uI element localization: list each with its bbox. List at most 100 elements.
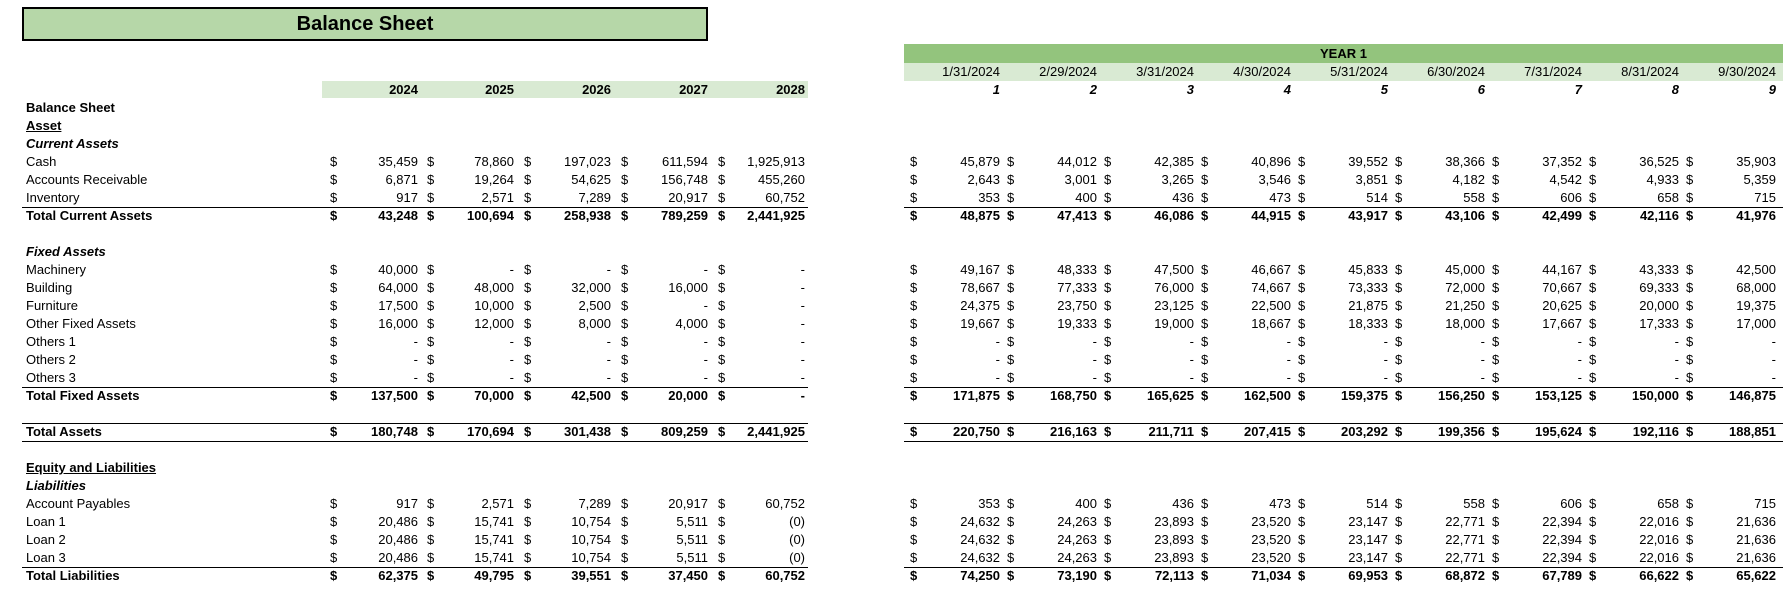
currency-symbol: $ [1104,316,1112,331]
currency-symbol: $ [330,388,338,403]
currency-symbol: $ [910,208,918,223]
monthly-value: 48,333 [1057,262,1097,277]
monthly-value: - [1286,352,1291,367]
monthly-value: 211,711 [1148,424,1194,439]
annual-value: - [509,370,514,385]
currency-symbol: $ [1104,334,1112,349]
currency-symbol: $ [1686,208,1694,223]
monthly-value: 69,333 [1639,280,1679,295]
table-row: Balance Sheet [0,99,1783,117]
monthly-value: 74,667 [1251,280,1291,295]
monthly-value: 18,667 [1251,316,1291,331]
currency-symbol: $ [1298,172,1306,187]
currency-symbol: $ [330,550,338,565]
monthly-value: 68,872 [1445,568,1485,583]
monthly-value: 21,636 [1736,550,1776,565]
currency-symbol: $ [1686,262,1694,277]
monthly-value: 36,525 [1639,154,1679,169]
currency-symbol: $ [718,190,726,205]
currency-symbol: $ [1395,424,1403,439]
monthly-value: 44,915 [1251,208,1291,223]
table-row: Account Payables $917 $2,571 $7,289 $20,917 $… [0,495,1783,513]
currency-symbol: $ [1201,352,1209,367]
annual-value: 258,938 [564,208,611,223]
currency-symbol: $ [1492,262,1500,277]
currency-symbol: $ [621,532,629,547]
currency-symbol: $ [427,370,435,385]
annual-value: - [703,262,708,277]
currency-symbol: $ [524,262,532,277]
monthly-value: - [1092,352,1097,367]
currency-symbol: $ [621,352,629,367]
monthly-value: 18,333 [1348,316,1388,331]
monthly-value: 20,000 [1639,298,1679,313]
monthly-value: 43,106 [1445,208,1485,223]
currency-symbol: $ [1395,550,1403,565]
monthly-value: 76,000 [1154,280,1194,295]
currency-symbol: $ [1201,298,1209,313]
currency-symbol: $ [718,568,726,583]
currency-symbol: $ [524,154,532,169]
annual-value: 35,459 [378,154,418,169]
annual-value: 2,441,925 [747,208,805,223]
table-row: Inventory $917 $2,571 $7,289 $20,917 $60,752 $… [0,189,1783,207]
annual-value: - [703,370,708,385]
monthly-value: - [1674,352,1679,367]
monthly-value: 22,771 [1445,514,1485,529]
monthly-value: 400 [1075,190,1097,205]
currency-symbol: $ [718,352,726,367]
monthly-value: 73,333 [1348,280,1388,295]
annual-value: 54,625 [571,172,611,187]
currency-symbol: $ [1589,370,1597,385]
annual-value: 40,000 [378,262,418,277]
monthly-value: 473 [1269,190,1291,205]
annual-value: 8,000 [578,316,611,331]
currency-symbol: $ [427,316,435,331]
annual-value: 15,741 [474,514,514,529]
currency-symbol: $ [1104,154,1112,169]
currency-symbol: $ [1298,388,1306,403]
monthly-value: 72,000 [1445,280,1485,295]
annual-value: 20,000 [668,388,708,403]
annual-value: - [703,298,708,313]
currency-symbol: $ [1104,208,1112,223]
currency-symbol: $ [1589,298,1597,313]
monthly-value: 43,917 [1348,208,1388,223]
currency-symbol: $ [910,496,918,511]
currency-symbol: $ [1589,532,1597,547]
currency-symbol: $ [718,496,726,511]
currency-symbol: $ [910,154,918,169]
currency-symbol: $ [524,280,532,295]
currency-symbol: $ [1298,208,1306,223]
annual-value: (0) [789,550,805,565]
currency-symbol: $ [427,298,435,313]
annual-value: 611,594 [661,154,708,169]
annual-value: 7,289 [578,190,611,205]
monthly-value: 17,000 [1736,316,1776,331]
year-header: 2025 [485,82,514,97]
currency-symbol: $ [1492,208,1500,223]
annual-value: 20,917 [668,190,708,205]
annual-value: - [606,352,611,367]
currency-symbol: $ [1104,532,1112,547]
currency-symbol: $ [1686,514,1694,529]
currency-symbol: $ [1686,334,1694,349]
currency-symbol: $ [1686,370,1694,385]
monthly-value: 47,413 [1057,208,1097,223]
month-date-header: 2/29/2024 [1039,64,1097,79]
currency-symbol: $ [330,190,338,205]
annual-value: - [509,352,514,367]
monthly-value: 192,116 [1632,424,1679,439]
annual-value: 100,694 [467,208,514,223]
annual-value: 301,438 [564,424,611,439]
currency-symbol: $ [910,424,918,439]
annual-value: - [800,370,805,385]
monthly-value: - [1189,370,1194,385]
currency-symbol: $ [1298,334,1306,349]
monthly-value: 24,263 [1057,532,1097,547]
monthly-value: 66,622 [1639,568,1679,583]
currency-symbol: $ [1492,424,1500,439]
currency-symbol: $ [330,172,338,187]
currency-symbol: $ [1492,334,1500,349]
monthly-value: 42,500 [1736,262,1776,277]
